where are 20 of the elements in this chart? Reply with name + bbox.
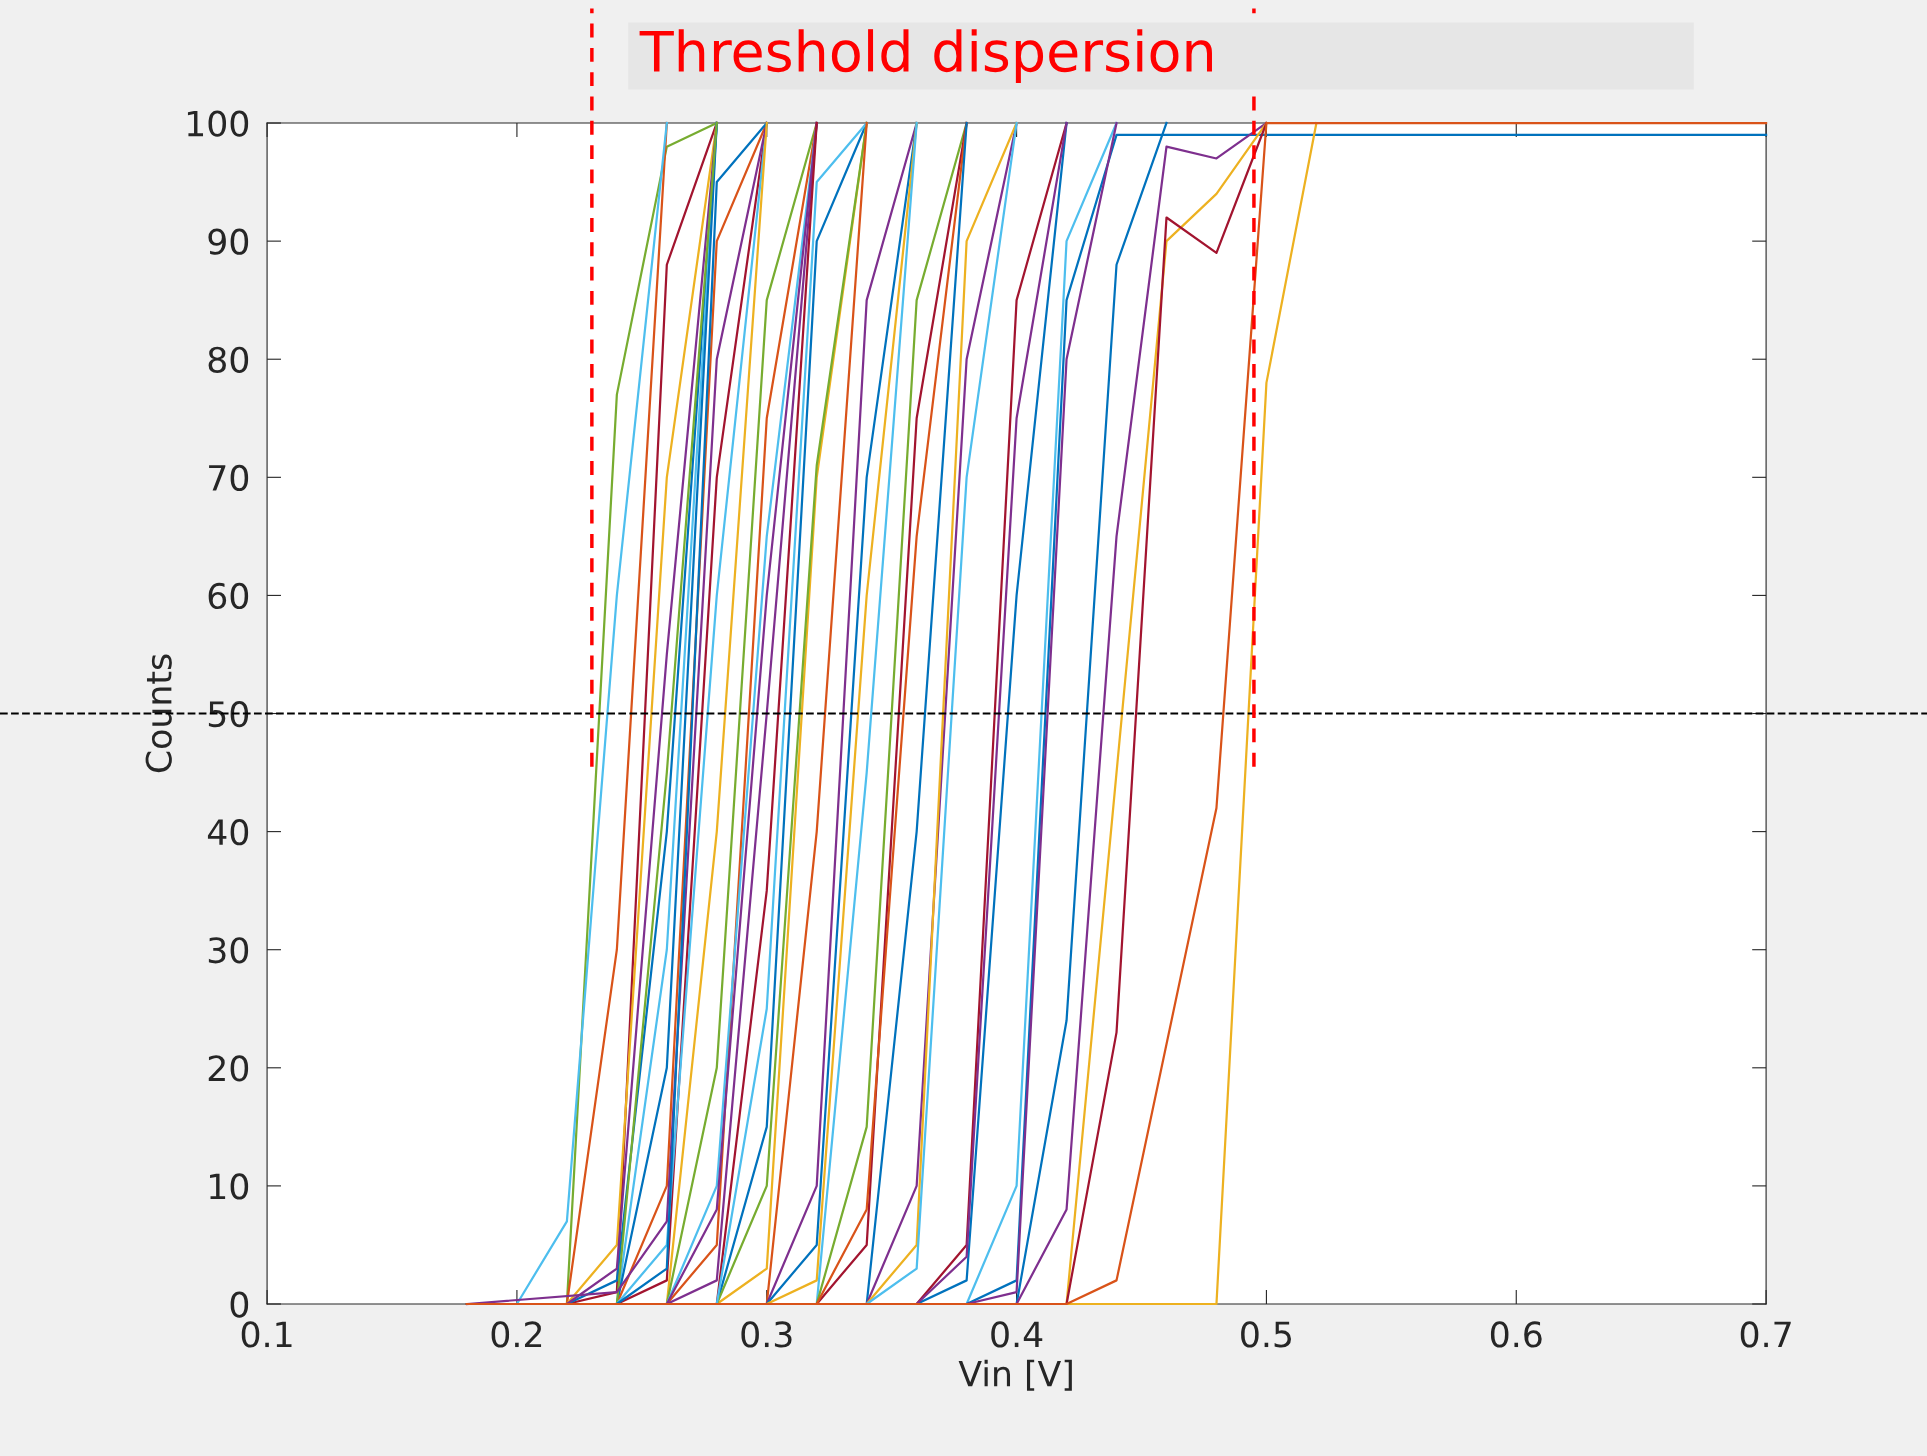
chart-title: Threshold dispersion — [639, 29, 1212, 83]
x-axis-title: Vin [V] — [958, 1359, 1072, 1391]
y-tick-label: 30 — [208, 937, 249, 964]
x-tick-label: 0.4 — [991, 1321, 1043, 1348]
x-tick-label: 0.7 — [1740, 1321, 1791, 1348]
y-tick-label: 0 — [230, 1291, 249, 1318]
x-tick-label: 0.2 — [491, 1321, 542, 1348]
y-tick-label: 90 — [208, 228, 249, 255]
y-tick-label: 100 — [187, 110, 249, 137]
y-axis-title: Counts — [145, 654, 172, 773]
y-tick-label: 80 — [208, 346, 249, 373]
x-tick-label: 0.5 — [1241, 1321, 1291, 1348]
x-tick-label: 0.6 — [1490, 1321, 1542, 1348]
y-tick-label: 10 — [210, 1173, 249, 1200]
y-tick-label: 40 — [207, 819, 249, 846]
x-tick-label: 0.1 — [241, 1321, 292, 1348]
y-tick-label: 20 — [208, 1055, 249, 1082]
y-tick-label: 60 — [208, 582, 249, 610]
y-tick-label: 70 — [209, 464, 249, 492]
x-tick-label: 0.3 — [741, 1321, 792, 1348]
